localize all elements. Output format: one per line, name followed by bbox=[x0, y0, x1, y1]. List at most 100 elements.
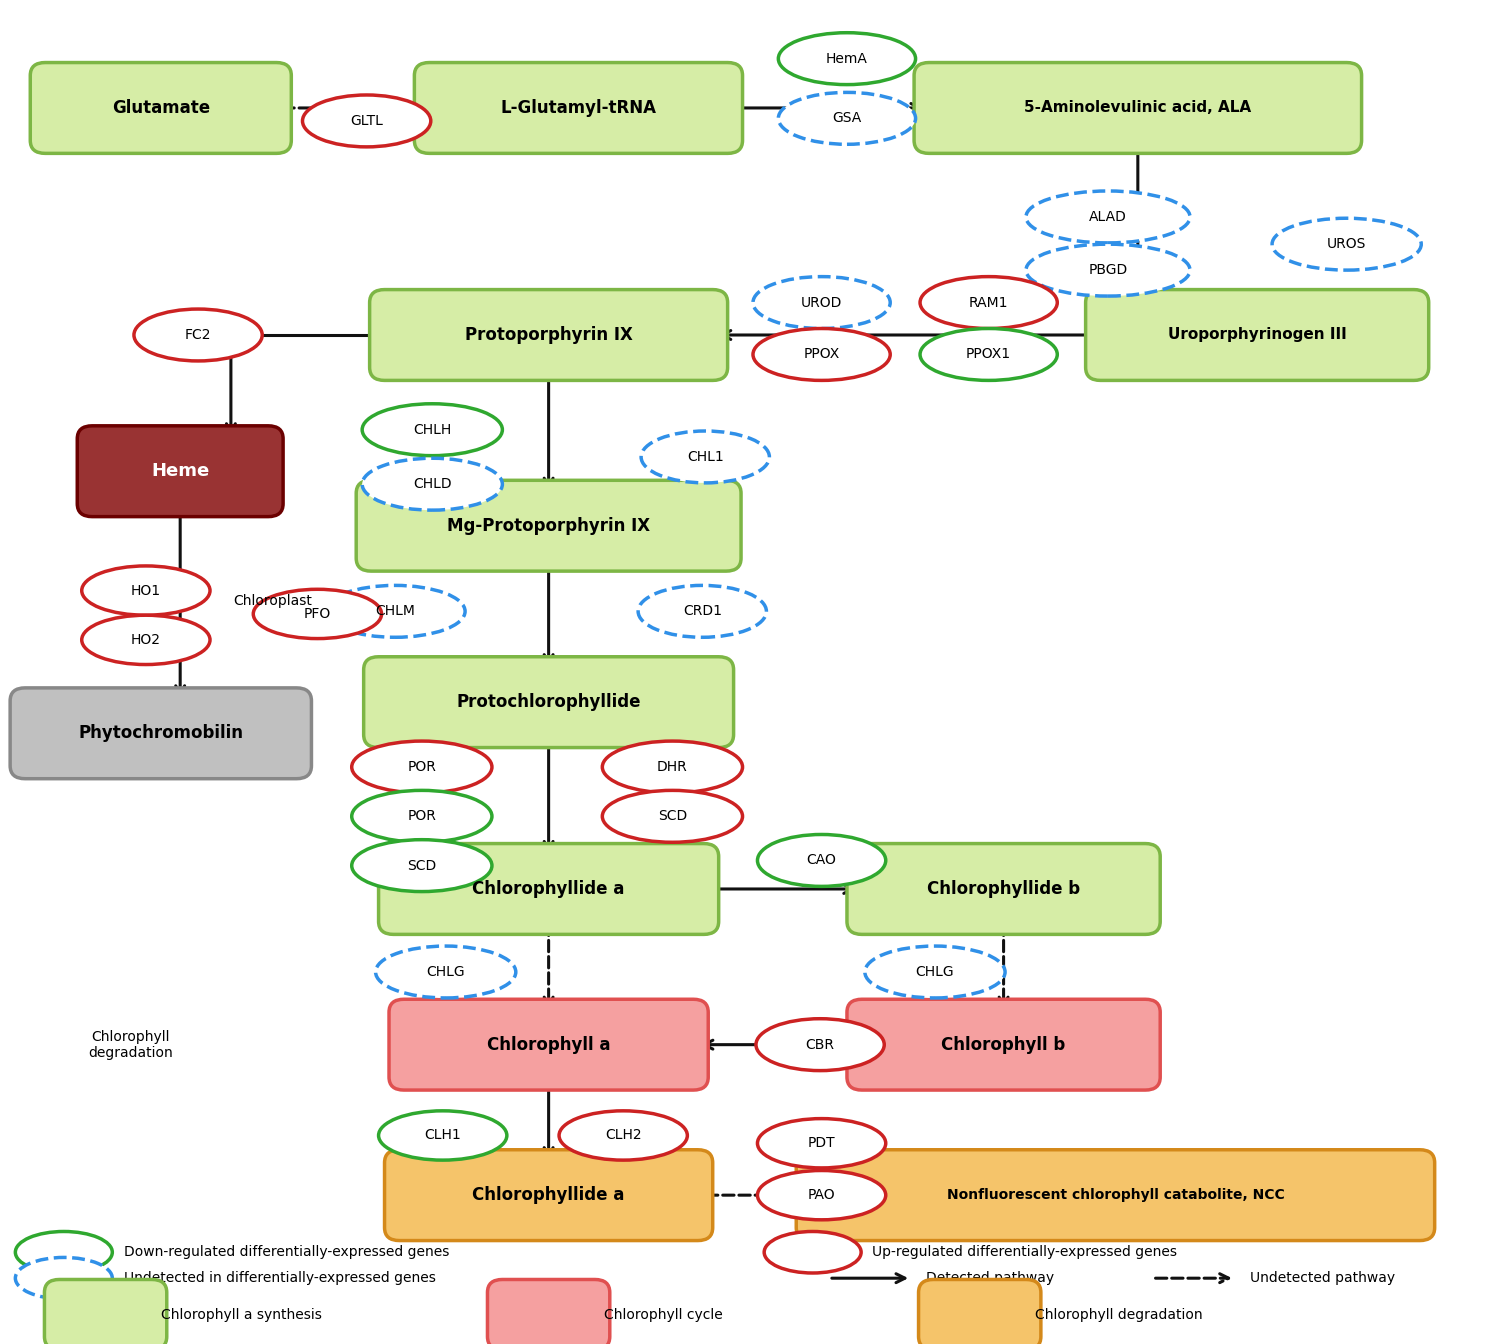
Text: PPOX1: PPOX1 bbox=[966, 348, 1011, 362]
Ellipse shape bbox=[560, 1111, 687, 1160]
FancyBboxPatch shape bbox=[847, 999, 1160, 1090]
Ellipse shape bbox=[920, 277, 1058, 328]
Text: CLH1: CLH1 bbox=[424, 1129, 460, 1142]
FancyBboxPatch shape bbox=[388, 999, 708, 1090]
Text: Chlorophyllide a: Chlorophyllide a bbox=[472, 880, 626, 898]
Text: Chlorophyll degradation: Chlorophyll degradation bbox=[1035, 1308, 1203, 1321]
Ellipse shape bbox=[756, 1019, 884, 1071]
FancyBboxPatch shape bbox=[488, 1279, 610, 1344]
Ellipse shape bbox=[15, 1231, 112, 1273]
Text: UROD: UROD bbox=[801, 296, 843, 309]
Ellipse shape bbox=[1272, 218, 1422, 270]
Text: FC2: FC2 bbox=[184, 328, 211, 341]
Ellipse shape bbox=[134, 309, 262, 362]
Text: HO2: HO2 bbox=[130, 633, 160, 646]
Text: GLTL: GLTL bbox=[350, 114, 382, 128]
Text: Chlorophyll a synthesis: Chlorophyll a synthesis bbox=[160, 1308, 321, 1321]
Text: Chlorophyllide a: Chlorophyllide a bbox=[472, 1187, 626, 1204]
Ellipse shape bbox=[326, 586, 465, 637]
Ellipse shape bbox=[638, 586, 766, 637]
Text: PFO: PFO bbox=[304, 607, 332, 621]
Ellipse shape bbox=[254, 589, 381, 638]
Ellipse shape bbox=[753, 328, 890, 380]
Text: Phytochromobilin: Phytochromobilin bbox=[78, 724, 243, 742]
FancyBboxPatch shape bbox=[30, 63, 291, 153]
Text: POR: POR bbox=[408, 759, 436, 774]
Ellipse shape bbox=[362, 403, 502, 456]
Text: CHLG: CHLG bbox=[426, 965, 465, 978]
Text: Protoporphyrin IX: Protoporphyrin IX bbox=[465, 327, 633, 344]
Text: 5-Aminolevulinic acid, ALA: 5-Aminolevulinic acid, ALA bbox=[1024, 101, 1251, 116]
Text: CHLD: CHLD bbox=[413, 477, 452, 491]
Ellipse shape bbox=[351, 741, 492, 793]
FancyBboxPatch shape bbox=[356, 480, 741, 571]
Text: Nonfluorescent chlorophyll catabolite, NCC: Nonfluorescent chlorophyll catabolite, N… bbox=[946, 1188, 1284, 1202]
Ellipse shape bbox=[865, 946, 1005, 999]
Text: SCD: SCD bbox=[658, 809, 687, 824]
FancyBboxPatch shape bbox=[369, 289, 728, 380]
Ellipse shape bbox=[15, 1258, 112, 1298]
Text: Undetected pathway: Undetected pathway bbox=[1250, 1271, 1395, 1285]
Text: Uroporphyrinogen III: Uroporphyrinogen III bbox=[1168, 328, 1347, 343]
FancyBboxPatch shape bbox=[378, 844, 718, 934]
Text: SCD: SCD bbox=[406, 859, 436, 872]
FancyBboxPatch shape bbox=[10, 688, 312, 778]
Text: UROS: UROS bbox=[1328, 237, 1366, 251]
Text: CBR: CBR bbox=[806, 1038, 834, 1051]
Ellipse shape bbox=[758, 1118, 885, 1168]
Text: CLH2: CLH2 bbox=[604, 1129, 642, 1142]
FancyBboxPatch shape bbox=[796, 1149, 1434, 1241]
Ellipse shape bbox=[758, 1171, 885, 1220]
Text: PDT: PDT bbox=[808, 1136, 836, 1150]
FancyBboxPatch shape bbox=[78, 426, 284, 516]
Text: RAM1: RAM1 bbox=[969, 296, 1008, 309]
Text: Down-regulated differentially-expressed genes: Down-regulated differentially-expressed … bbox=[123, 1246, 448, 1259]
Ellipse shape bbox=[351, 840, 492, 891]
Text: Undetected in differentially-expressed genes: Undetected in differentially-expressed g… bbox=[123, 1271, 435, 1285]
Text: Up-regulated differentially-expressed genes: Up-regulated differentially-expressed ge… bbox=[873, 1246, 1178, 1259]
FancyBboxPatch shape bbox=[45, 1279, 166, 1344]
Text: PAO: PAO bbox=[808, 1188, 836, 1202]
Ellipse shape bbox=[778, 32, 915, 85]
Ellipse shape bbox=[375, 946, 516, 999]
Text: CHLM: CHLM bbox=[375, 605, 416, 618]
Text: ALAD: ALAD bbox=[1089, 210, 1126, 224]
FancyBboxPatch shape bbox=[847, 844, 1160, 934]
Ellipse shape bbox=[351, 790, 492, 843]
Text: CAO: CAO bbox=[807, 853, 837, 867]
Text: Glutamate: Glutamate bbox=[111, 99, 210, 117]
Text: DHR: DHR bbox=[657, 759, 688, 774]
Text: CRD1: CRD1 bbox=[682, 605, 722, 618]
FancyBboxPatch shape bbox=[918, 1279, 1041, 1344]
Text: CHLH: CHLH bbox=[413, 423, 452, 437]
Ellipse shape bbox=[758, 835, 885, 887]
FancyBboxPatch shape bbox=[363, 657, 734, 747]
Ellipse shape bbox=[378, 1111, 507, 1160]
Text: Chlorophyll a: Chlorophyll a bbox=[488, 1036, 610, 1054]
Text: POR: POR bbox=[408, 809, 436, 824]
Text: GSA: GSA bbox=[833, 112, 861, 125]
Text: CHLG: CHLG bbox=[915, 965, 954, 978]
FancyBboxPatch shape bbox=[1086, 289, 1428, 380]
Text: Chlorophyll
degradation: Chlorophyll degradation bbox=[88, 1030, 174, 1060]
Text: Chlorophyllide b: Chlorophyllide b bbox=[927, 880, 1080, 898]
Ellipse shape bbox=[1026, 191, 1190, 243]
Text: Chlorophyll cycle: Chlorophyll cycle bbox=[604, 1308, 723, 1321]
Ellipse shape bbox=[303, 95, 430, 146]
Text: HO1: HO1 bbox=[130, 583, 160, 598]
Ellipse shape bbox=[362, 458, 502, 511]
FancyBboxPatch shape bbox=[414, 63, 742, 153]
Text: PBGD: PBGD bbox=[1089, 263, 1128, 277]
FancyBboxPatch shape bbox=[914, 63, 1362, 153]
Ellipse shape bbox=[1026, 245, 1190, 296]
Text: HemA: HemA bbox=[827, 51, 868, 66]
Ellipse shape bbox=[640, 431, 770, 482]
Text: L-Glutamyl-tRNA: L-Glutamyl-tRNA bbox=[501, 99, 657, 117]
Text: Chlorophyll b: Chlorophyll b bbox=[942, 1036, 1065, 1054]
Text: Protochlorophyllide: Protochlorophyllide bbox=[456, 694, 640, 711]
Text: PPOX: PPOX bbox=[804, 348, 840, 362]
Text: Heme: Heme bbox=[152, 462, 210, 480]
Ellipse shape bbox=[753, 277, 890, 328]
Ellipse shape bbox=[603, 790, 742, 843]
Ellipse shape bbox=[764, 1231, 861, 1273]
